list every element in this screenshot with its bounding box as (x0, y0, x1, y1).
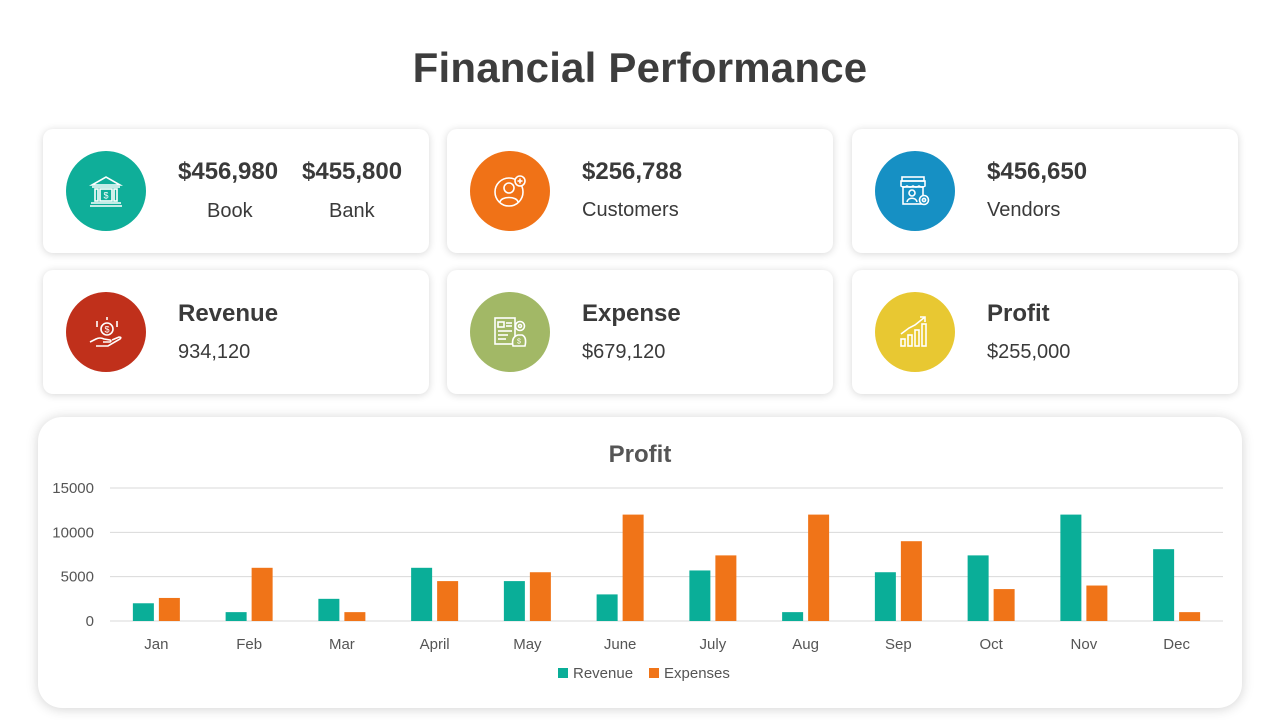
y-tick-label: 10000 (52, 524, 94, 541)
expenses-bar-oct (993, 589, 1015, 621)
x-tick-label: Sep (885, 636, 912, 653)
growth-chart-icon (875, 292, 955, 372)
x-tick-label: Mar (329, 636, 355, 653)
profit-title: Profit (987, 300, 1050, 327)
expenses-bar-april (437, 581, 459, 621)
book-label: Book (207, 200, 253, 222)
expenses-bar-nov (1086, 585, 1108, 621)
y-tick-label: 0 (86, 613, 94, 630)
x-tick-label: Jan (144, 636, 168, 653)
revenue-bar-sep (874, 572, 896, 621)
book-value: $456,980 (178, 158, 279, 185)
expense-title: Expense (582, 300, 681, 327)
invoice-money-icon: $ (470, 292, 550, 372)
vendors-card: $456,650 Vendors (852, 129, 1238, 253)
expenses-bar-dec (1179, 612, 1201, 621)
profit-bar-chart: Profit 15000 10000 5000 0 Jan Feb Mar April May Ju… (52, 441, 1223, 682)
expense-card: $ Expense $679,120 (447, 270, 833, 394)
revenue-bar-july (689, 570, 711, 621)
expenses-bar-may (529, 572, 551, 621)
x-tick-label: Oct (979, 636, 1003, 653)
expenses-bar-mar (344, 612, 366, 621)
vendors-value: $456,650 (987, 158, 1088, 185)
customer-add-icon (470, 151, 550, 231)
vendors-label: Vendors (987, 199, 1061, 221)
expenses-bar-feb (251, 567, 273, 621)
x-tick-label: Feb (236, 636, 262, 653)
revenue-bar-feb (225, 612, 247, 621)
customers-value: $256,788 (582, 158, 683, 185)
expense-value: $679,120 (582, 341, 666, 363)
page-title: Financial Performance (412, 44, 868, 91)
expenses-bar-june (622, 514, 644, 621)
legend-label-revenue: Revenue (573, 665, 633, 682)
revenue-bar-nov (1060, 514, 1082, 621)
chart-title: Profit (609, 441, 672, 468)
x-tick-label: June (604, 636, 637, 653)
legend-swatch-expenses (649, 668, 659, 678)
revenue-card: $ Revenue 934,120 (43, 270, 429, 394)
store-settings-icon (875, 151, 955, 231)
expenses-bar-july (715, 555, 737, 621)
x-tick-label: July (700, 636, 727, 653)
svg-text:$: $ (104, 325, 109, 335)
revenue-bar-dec (1153, 549, 1175, 621)
book-bank-card: $ $456,980 Book $455,800 Bank (43, 129, 429, 253)
revenue-bar-april (411, 567, 433, 621)
x-tick-label: Dec (1163, 636, 1190, 653)
revenue-bar-mar (318, 598, 340, 621)
svg-text:$: $ (517, 339, 521, 346)
revenue-bar-june (596, 594, 618, 621)
profit-value: $255,000 (987, 341, 1071, 363)
profit-card: Profit $255,000 (852, 270, 1238, 394)
revenue-title: Revenue (178, 300, 279, 327)
bank-label: Bank (329, 200, 375, 222)
revenue-bar-may (503, 581, 525, 621)
bank-value: $455,800 (302, 158, 403, 185)
revenue-value: 934,120 (178, 341, 251, 363)
y-tick-label: 15000 (52, 480, 94, 497)
legend-label-expenses: Expenses (664, 665, 730, 682)
revenue-bar-aug (782, 612, 804, 621)
y-tick-label: 5000 (61, 569, 94, 586)
legend-swatch-revenue (558, 668, 568, 678)
x-tick-label: Aug (792, 636, 819, 653)
x-tick-label: Nov (1071, 636, 1098, 653)
revenue-bar-jan (132, 603, 154, 621)
x-tick-label: May (513, 636, 542, 653)
expenses-bar-sep (900, 541, 922, 621)
bank-icon: $ (66, 151, 146, 231)
customers-card: $256,788 Customers (447, 129, 833, 253)
customers-label: Customers (582, 199, 679, 221)
expenses-bar-aug (808, 514, 830, 621)
revenue-bar-oct (967, 555, 989, 621)
expenses-bar-jan (158, 597, 180, 621)
hand-money-icon: $ (66, 292, 146, 372)
profit-chart-panel: Profit 15000 10000 5000 0 Jan Feb Mar April May Ju… (38, 417, 1242, 708)
x-tick-label: April (420, 636, 450, 653)
svg-text:$: $ (103, 191, 108, 201)
